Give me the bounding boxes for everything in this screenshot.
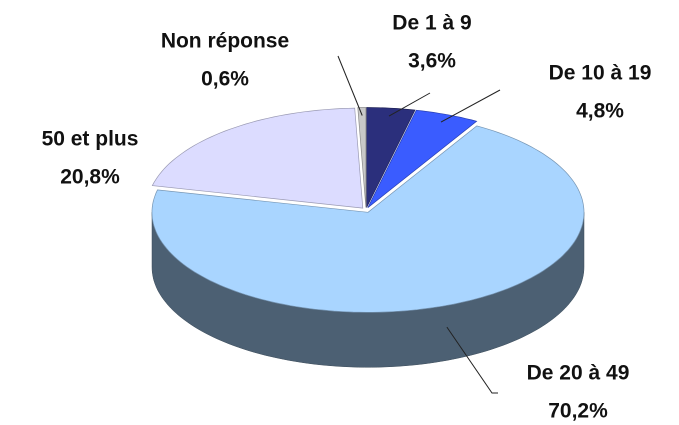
slice [357, 107, 367, 208]
slice-label: 50 et plus [42, 128, 139, 151]
leader-line [388, 92, 431, 117]
slice-label: Non réponse [161, 30, 289, 53]
slice [151, 107, 364, 209]
leader-line [337, 55, 363, 116]
slice [366, 107, 416, 208]
slice-label: De 10 à 19 [549, 62, 652, 85]
slice-value-label: 20,8% [60, 166, 120, 189]
slice-value-label: 4,8% [576, 100, 624, 123]
slice-label: De 1 à 9 [392, 12, 471, 35]
slice-value-label: 3,6% [408, 50, 456, 73]
slice [151, 125, 585, 313]
leader-line [446, 326, 498, 394]
slice [367, 109, 478, 208]
slice-value-label: 0,6% [201, 68, 249, 91]
leader-line [440, 89, 501, 123]
slice-label: De 20 à 49 [527, 362, 630, 385]
slice-value-label: 70,2% [548, 400, 608, 423]
